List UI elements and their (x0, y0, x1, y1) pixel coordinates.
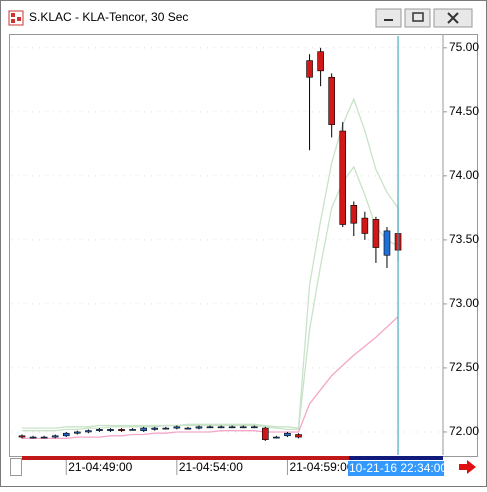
moving-average-line (22, 97, 399, 429)
close-button[interactable] (433, 8, 473, 28)
window-title: S.KLAC - KLA-Tencor, 30 Sec (29, 10, 188, 24)
maximize-button[interactable] (404, 8, 431, 28)
y-tick-label: 73.00 (449, 296, 479, 310)
candle-body (62, 432, 70, 437)
candle-body (250, 426, 258, 429)
candle-body (361, 217, 369, 234)
candle-body (284, 432, 291, 437)
scroll-box[interactable] (10, 458, 22, 476)
candle-body (184, 427, 192, 430)
candle-body (273, 436, 280, 439)
x-tick-label: 21-04:54:00 (179, 460, 243, 474)
candle-body (96, 429, 103, 431)
x-tick-label: 21-04:49:00 (68, 460, 132, 474)
candle-body (239, 426, 247, 429)
candle-body (372, 219, 380, 248)
app-icon (8, 10, 24, 26)
x-tick-label: 21-04:59:00 (289, 460, 353, 474)
chart-frame (9, 34, 478, 457)
candle-body (206, 426, 214, 429)
y-tick-label: 72.50 (449, 360, 479, 374)
candle-body (162, 427, 170, 430)
y-tick-label: 74.50 (449, 104, 479, 118)
minimize-button[interactable] (375, 8, 402, 28)
candle-body (306, 60, 313, 78)
time-bar (22, 456, 349, 460)
y-tick-label: 72.00 (449, 424, 479, 438)
moving-average-line (22, 165, 399, 432)
candle-body (217, 426, 225, 429)
candle-body (18, 435, 26, 438)
y-tick-label: 73.50 (449, 232, 479, 246)
candle-body (140, 427, 147, 431)
candle-body (74, 431, 81, 434)
candle-body (295, 434, 302, 438)
candle-body (228, 426, 236, 429)
candle-body (107, 429, 114, 431)
candle-body (317, 51, 324, 72)
candle-body (328, 76, 335, 125)
scroll-right-arrow[interactable] (459, 460, 476, 474)
candle-body (51, 435, 59, 438)
moving-average-line (22, 316, 399, 440)
candle-body (129, 429, 136, 431)
candle-body (85, 430, 92, 433)
time-bar (349, 456, 443, 460)
candle-body (350, 205, 358, 224)
candle-body (173, 426, 181, 429)
y-tick-label: 75.00 (449, 40, 479, 54)
candle-body (383, 230, 391, 256)
crosshair-label: 10-21-16 22:34:00 (349, 461, 447, 475)
candle-body (151, 427, 159, 430)
candle-body (195, 426, 203, 429)
crosshair-label-bg (348, 461, 444, 476)
candle-body (29, 436, 37, 439)
candle-body (339, 130, 347, 225)
y-tick-label: 74.00 (449, 168, 479, 182)
candle-body (262, 427, 269, 440)
candle-body (40, 436, 48, 439)
candle-body (118, 429, 125, 431)
